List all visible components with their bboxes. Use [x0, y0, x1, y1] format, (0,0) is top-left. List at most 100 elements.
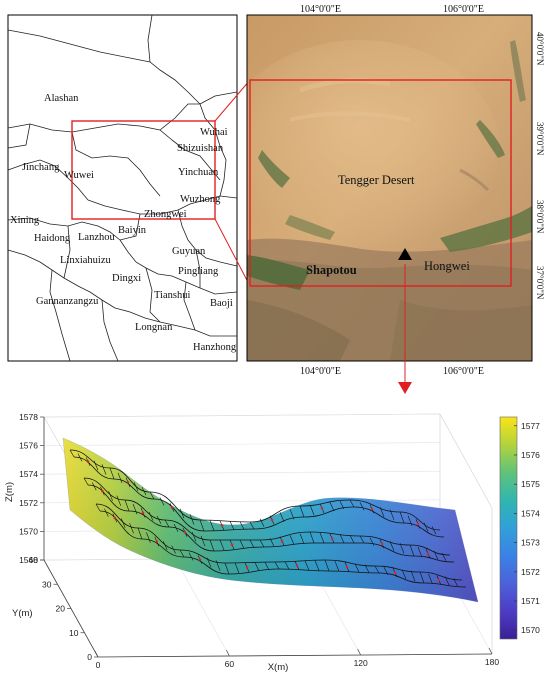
z-tick-label: 1572	[19, 498, 38, 508]
transect-hatch	[83, 477, 89, 486]
transect-hatch	[149, 491, 155, 500]
sample-point	[245, 566, 249, 569]
y-tick-label: 0	[87, 652, 92, 662]
transect-hatch	[274, 561, 280, 570]
transect-hatch	[419, 571, 425, 584]
transect-hatch	[137, 527, 143, 540]
transect-hatch	[339, 501, 345, 510]
x-tick-mark	[94, 650, 99, 658]
transect-hatch	[359, 502, 365, 511]
lat-labels: 40°0'0"N 39°0'0"N 38°0'0"N 37°0'0"N	[535, 32, 545, 300]
place-label: Wuwei	[64, 170, 94, 181]
bottom-lon-label: 104°0'0"E	[300, 366, 341, 377]
transect-hatch	[189, 514, 195, 525]
place-label: Baiyin	[118, 225, 147, 236]
place-label: Wuhai	[200, 127, 228, 138]
transect-hatch	[289, 535, 295, 545]
y-tick-label: 40	[29, 555, 39, 565]
transect-hatch	[229, 521, 235, 530]
region-map-frame	[7, 14, 238, 362]
satellite-map: Tengger Desert Shapotou Hongwei 104°0'0"…	[246, 4, 545, 394]
transect-hatch	[407, 515, 413, 526]
transect-hatch	[299, 505, 305, 518]
place-label: Longnan	[135, 322, 173, 333]
z-tick-label: 1568	[19, 555, 38, 565]
sample-point	[155, 540, 159, 543]
transect-hatch	[339, 534, 345, 544]
transect-hatch	[329, 502, 335, 512]
transect-hatch	[234, 562, 240, 574]
place-label: Shizuishan	[177, 143, 224, 154]
transect-hatch	[399, 543, 405, 554]
sample-point	[141, 511, 145, 514]
bottom-lon-label: 106°0'0"E	[443, 366, 484, 377]
region-map: Alashan Wuhai Shizuishan Jinchang Yinchu…	[7, 14, 238, 362]
x-gridline	[175, 558, 230, 657]
lat-label: 38°0'0"N	[535, 200, 545, 234]
terrain-shading	[62, 437, 479, 603]
transect-hatch	[179, 508, 185, 519]
place-label: Haidong	[34, 233, 71, 244]
transect-hatch	[104, 508, 109, 517]
transect-hatch	[239, 521, 245, 530]
colorbar-tick-label: 1573	[521, 538, 540, 548]
transect-hatch	[409, 544, 415, 557]
z-tick-label: 1576	[19, 441, 38, 451]
transect-hatch	[206, 557, 212, 568]
transect-hatch	[224, 562, 230, 575]
sample-point	[198, 558, 202, 561]
transect-hatch	[249, 521, 255, 530]
transect-hatch	[383, 567, 389, 576]
place-label: Baoji	[210, 298, 233, 309]
transect-hatch	[364, 564, 370, 573]
transect-hatch	[156, 515, 162, 524]
place-label: Guyuan	[172, 246, 206, 257]
transect-hatch	[304, 560, 310, 571]
surface-chart: 1568 1570 1572 1574 1576 1578 0 10 20 30 40 0 60 12…	[4, 412, 540, 673]
satellite-texture	[247, 40, 532, 361]
x-tick-mark	[488, 647, 493, 655]
sample-point	[437, 578, 441, 582]
sample-point	[183, 531, 187, 534]
y-tick-label: 10	[69, 628, 79, 638]
place-label: Jinchang	[22, 162, 60, 173]
zoom-connectors	[214, 79, 251, 287]
lat-label: 39°0'0"N	[535, 122, 545, 156]
sample-point	[320, 507, 324, 510]
sample-point	[101, 489, 104, 493]
colorbar-tick-label: 1572	[521, 567, 540, 577]
transect-hatch	[132, 503, 138, 515]
place-label: Pingliang	[178, 266, 219, 277]
transect-hatch	[239, 539, 245, 549]
transect-hatch	[324, 559, 330, 572]
transect-hatch	[279, 512, 285, 522]
transect-hatch	[209, 539, 215, 552]
lon-labels: 104°0'0"E 106°0'0"E 104°0'0"E 106°0'0"E	[300, 4, 484, 377]
z-gridline	[43, 413, 441, 418]
sample-point	[330, 537, 334, 540]
transect-hatch	[334, 561, 340, 572]
transect-hatch	[108, 491, 113, 501]
transect-hatch	[389, 541, 395, 551]
study-extent-box	[71, 120, 216, 220]
sample-point	[416, 522, 420, 526]
shapotou-label: Shapotou	[306, 263, 357, 277]
place-label: Alashan	[44, 93, 79, 104]
transect-hatch	[188, 552, 194, 561]
sample-point	[380, 542, 384, 546]
transect-hatch	[441, 552, 447, 561]
transect-hatch	[428, 573, 433, 584]
lat-label: 37°0'0"N	[535, 266, 545, 300]
transect-hatch	[95, 503, 101, 512]
transect-hatch	[191, 531, 197, 542]
colorbar-tick-label: 1571	[521, 596, 540, 606]
transect-edge	[95, 503, 463, 581]
transect-hatch	[200, 535, 206, 547]
transect-hatch	[120, 518, 126, 528]
transect-hatch	[109, 467, 115, 480]
transect-hatch	[349, 535, 355, 544]
transect-hatch	[259, 539, 265, 548]
place-label: Dingxi	[112, 273, 141, 284]
transect-hatch	[314, 560, 320, 571]
